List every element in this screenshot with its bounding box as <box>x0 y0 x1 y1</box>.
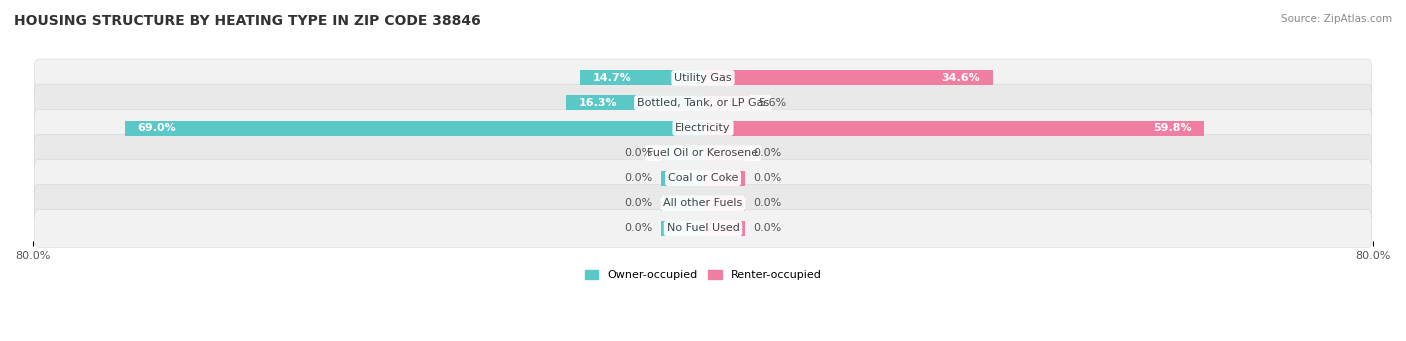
FancyBboxPatch shape <box>34 159 1372 197</box>
Legend: Owner-occupied, Renter-occupied: Owner-occupied, Renter-occupied <box>581 265 825 285</box>
Bar <box>661 196 703 211</box>
Text: 16.3%: 16.3% <box>579 98 617 108</box>
Bar <box>703 196 745 211</box>
Text: No Fuel Used: No Fuel Used <box>666 223 740 234</box>
Text: 0.0%: 0.0% <box>754 223 782 234</box>
Bar <box>703 95 749 110</box>
Bar <box>579 70 703 85</box>
Bar <box>125 120 703 136</box>
Text: 59.8%: 59.8% <box>1153 123 1191 133</box>
Text: Bottled, Tank, or LP Gas: Bottled, Tank, or LP Gas <box>637 98 769 108</box>
Bar <box>661 171 703 186</box>
Text: 69.0%: 69.0% <box>138 123 176 133</box>
Text: 34.6%: 34.6% <box>942 73 980 83</box>
Bar <box>703 171 745 186</box>
FancyBboxPatch shape <box>34 84 1372 122</box>
Bar <box>703 221 745 236</box>
FancyBboxPatch shape <box>34 184 1372 222</box>
Text: Source: ZipAtlas.com: Source: ZipAtlas.com <box>1281 14 1392 24</box>
FancyBboxPatch shape <box>34 59 1372 97</box>
Bar <box>703 120 1204 136</box>
Text: Electricity: Electricity <box>675 123 731 133</box>
Text: Utility Gas: Utility Gas <box>675 73 731 83</box>
FancyBboxPatch shape <box>34 210 1372 247</box>
Bar <box>703 70 993 85</box>
Text: Fuel Oil or Kerosene: Fuel Oil or Kerosene <box>647 148 759 158</box>
Text: 0.0%: 0.0% <box>754 173 782 183</box>
Text: 0.0%: 0.0% <box>754 148 782 158</box>
Text: All other Fuels: All other Fuels <box>664 198 742 208</box>
Bar <box>567 95 703 110</box>
Text: 0.0%: 0.0% <box>624 173 652 183</box>
Text: 0.0%: 0.0% <box>754 198 782 208</box>
FancyBboxPatch shape <box>34 109 1372 147</box>
Text: 14.7%: 14.7% <box>592 73 631 83</box>
Text: HOUSING STRUCTURE BY HEATING TYPE IN ZIP CODE 38846: HOUSING STRUCTURE BY HEATING TYPE IN ZIP… <box>14 14 481 28</box>
Text: 5.6%: 5.6% <box>758 98 786 108</box>
Bar <box>661 146 703 161</box>
Bar <box>661 221 703 236</box>
Text: 0.0%: 0.0% <box>624 148 652 158</box>
Text: 0.0%: 0.0% <box>624 198 652 208</box>
Text: Coal or Coke: Coal or Coke <box>668 173 738 183</box>
Text: 0.0%: 0.0% <box>624 223 652 234</box>
FancyBboxPatch shape <box>34 134 1372 172</box>
Bar <box>703 146 745 161</box>
